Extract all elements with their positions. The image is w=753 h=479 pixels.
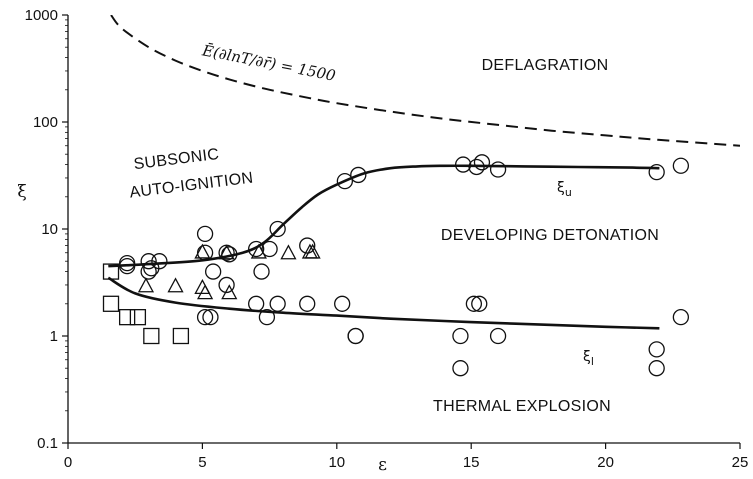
triangle-point bbox=[221, 284, 238, 300]
region-label-developing-detonation: DEVELOPING DETONATION bbox=[441, 227, 659, 244]
region-label-deflagration: DEFLAGRATION bbox=[482, 57, 609, 74]
region-label-auto-ignition: AUTO-IGNITION bbox=[129, 170, 255, 202]
circle-point bbox=[269, 220, 286, 238]
triangle-point bbox=[218, 244, 235, 260]
circle-point bbox=[202, 309, 219, 326]
circle-point bbox=[334, 295, 351, 312]
y-tick-label: 100 bbox=[33, 114, 58, 131]
y-tick-label: 1 bbox=[50, 328, 58, 345]
circle-point bbox=[118, 257, 136, 275]
circle-point bbox=[648, 341, 665, 358]
triangle-point bbox=[196, 284, 214, 300]
triangle-point bbox=[250, 243, 267, 259]
circle-point bbox=[269, 295, 286, 312]
circle-point bbox=[248, 240, 265, 258]
x-tick-label: 20 bbox=[597, 454, 614, 471]
upper-curve-label: ξu bbox=[557, 180, 572, 199]
circle-point bbox=[350, 166, 367, 184]
region-label-subsonic: SUBSONIC bbox=[133, 146, 220, 173]
circle-point bbox=[454, 156, 472, 173]
square-point bbox=[102, 263, 120, 280]
lower-curve-label: ξl bbox=[583, 349, 594, 368]
lower-boundary-curve bbox=[107, 276, 660, 330]
x-axis-title: ε bbox=[378, 455, 387, 475]
circle-point bbox=[489, 327, 507, 345]
circle-point bbox=[218, 276, 235, 294]
triangle-point bbox=[194, 243, 211, 259]
y-axis-title: ξ bbox=[17, 182, 26, 202]
square-point bbox=[172, 327, 190, 345]
circle-point bbox=[347, 327, 364, 345]
circle-point bbox=[336, 173, 354, 190]
data-points bbox=[102, 154, 690, 377]
circle-point bbox=[253, 263, 270, 280]
circle-point bbox=[489, 161, 507, 178]
square-point bbox=[102, 295, 120, 312]
upper-boundary-curve bbox=[108, 164, 660, 268]
y-tick-label: 0.1 bbox=[37, 435, 58, 452]
x-tick-label: 5 bbox=[198, 454, 206, 471]
circle-point bbox=[258, 309, 276, 326]
axes: 0 5 10 15 20 25 0.1 1 10 100 1000 ε ξ bbox=[17, 7, 748, 475]
circle-point bbox=[196, 309, 214, 326]
x-tick-label: 25 bbox=[732, 454, 749, 471]
triangle-point bbox=[137, 277, 155, 293]
x-tick-label: 0 bbox=[64, 454, 72, 471]
circle-point bbox=[261, 240, 278, 258]
circle-point bbox=[118, 254, 136, 272]
square-point bbox=[143, 327, 160, 345]
curves bbox=[107, 15, 740, 330]
circle-point bbox=[205, 263, 222, 280]
region-label-thermal-explosion: THERMAL EXPLOSION bbox=[433, 398, 611, 415]
circle-point bbox=[452, 327, 469, 345]
x-tick-label: 10 bbox=[328, 454, 345, 471]
triangle-point bbox=[167, 277, 184, 293]
circle-point bbox=[672, 309, 690, 326]
y-tick-label: 10 bbox=[41, 221, 58, 238]
circle-point bbox=[468, 158, 485, 176]
square-point bbox=[129, 309, 147, 326]
circle-point bbox=[672, 157, 690, 174]
circle-point bbox=[196, 225, 214, 243]
x-tick-label: 15 bbox=[463, 454, 480, 471]
circle-point bbox=[471, 295, 488, 312]
circle-point bbox=[299, 295, 316, 312]
circle-point bbox=[648, 360, 665, 377]
circle-point bbox=[648, 163, 665, 181]
circle-point bbox=[140, 253, 157, 270]
dashed-boundary-curve bbox=[110, 15, 740, 147]
triangle-point bbox=[280, 244, 297, 260]
square-point bbox=[118, 309, 136, 326]
circle-point bbox=[299, 237, 316, 254]
circle-point bbox=[140, 263, 157, 280]
circle-point bbox=[473, 154, 491, 171]
circle-point bbox=[452, 360, 469, 377]
triangle-point bbox=[304, 243, 321, 259]
y-tick-label: 1000 bbox=[25, 7, 58, 24]
dashed-curve-label: Ē(∂lnT/∂r̄) = 1500 bbox=[200, 41, 338, 85]
circle-point bbox=[465, 295, 483, 312]
circle-point bbox=[248, 295, 265, 312]
circle-point bbox=[151, 253, 168, 270]
